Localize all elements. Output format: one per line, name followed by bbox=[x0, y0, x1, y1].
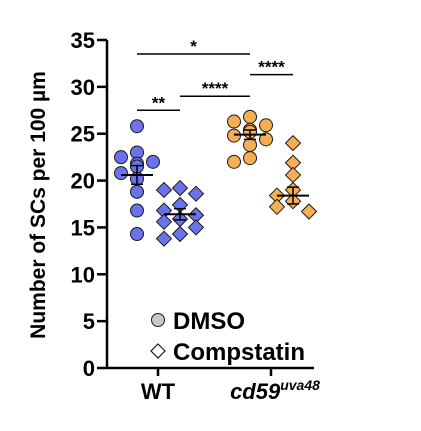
y-tick-label: 0 bbox=[83, 356, 95, 381]
data-point bbox=[227, 114, 241, 129]
y-tick-label: 15 bbox=[71, 215, 95, 240]
y-tick-label: 35 bbox=[71, 28, 95, 53]
significance-label: ** bbox=[152, 93, 166, 112]
data-point bbox=[130, 184, 144, 199]
data-point bbox=[259, 132, 273, 147]
data-point bbox=[243, 109, 257, 124]
data-point bbox=[243, 151, 257, 166]
data-point bbox=[146, 154, 160, 169]
data-point bbox=[130, 119, 144, 134]
data-point bbox=[300, 203, 318, 220]
data-point bbox=[259, 118, 273, 133]
significance-layer: *********** bbox=[137, 37, 293, 112]
legend-marker-circle bbox=[151, 313, 165, 327]
data-point bbox=[171, 179, 189, 197]
data-point bbox=[187, 185, 205, 202]
data-point bbox=[284, 166, 302, 184]
significance-label: **** bbox=[202, 79, 229, 98]
data-point bbox=[114, 166, 128, 181]
axis-layer: 0 5 10 15 20 25 30 35 WT cd59uva48 bbox=[71, 28, 321, 404]
y-tick-label: 10 bbox=[71, 262, 95, 287]
y-tick-label: 20 bbox=[71, 169, 95, 194]
y-tick-label: 5 bbox=[83, 309, 95, 334]
significance-label: **** bbox=[258, 58, 285, 77]
data-point bbox=[155, 181, 173, 199]
y-tick-label: 30 bbox=[71, 75, 95, 100]
data-point bbox=[130, 203, 144, 218]
data-point bbox=[155, 230, 173, 247]
data-point bbox=[284, 134, 302, 152]
data-point bbox=[114, 150, 128, 165]
legend-label: Compstatin bbox=[173, 339, 305, 366]
x-tick-label: WT bbox=[141, 379, 176, 404]
data-point bbox=[268, 198, 286, 216]
legend: DMSO Compstatin bbox=[150, 308, 305, 366]
data-point bbox=[243, 137, 257, 152]
data-point bbox=[130, 226, 144, 241]
data-point bbox=[171, 225, 189, 243]
x-tick-label: cd59uva48 bbox=[230, 377, 320, 404]
marks-layer bbox=[114, 109, 318, 247]
data-point bbox=[187, 219, 205, 236]
data-point bbox=[155, 213, 173, 231]
legend-marker-diamond bbox=[150, 343, 166, 359]
significance-label: * bbox=[190, 37, 197, 56]
y-axis-label: Number of SCs per 100 µm bbox=[27, 71, 50, 339]
y-tick-label: 25 bbox=[71, 122, 95, 147]
data-point bbox=[227, 154, 241, 169]
legend-label: DMSO bbox=[173, 308, 245, 335]
